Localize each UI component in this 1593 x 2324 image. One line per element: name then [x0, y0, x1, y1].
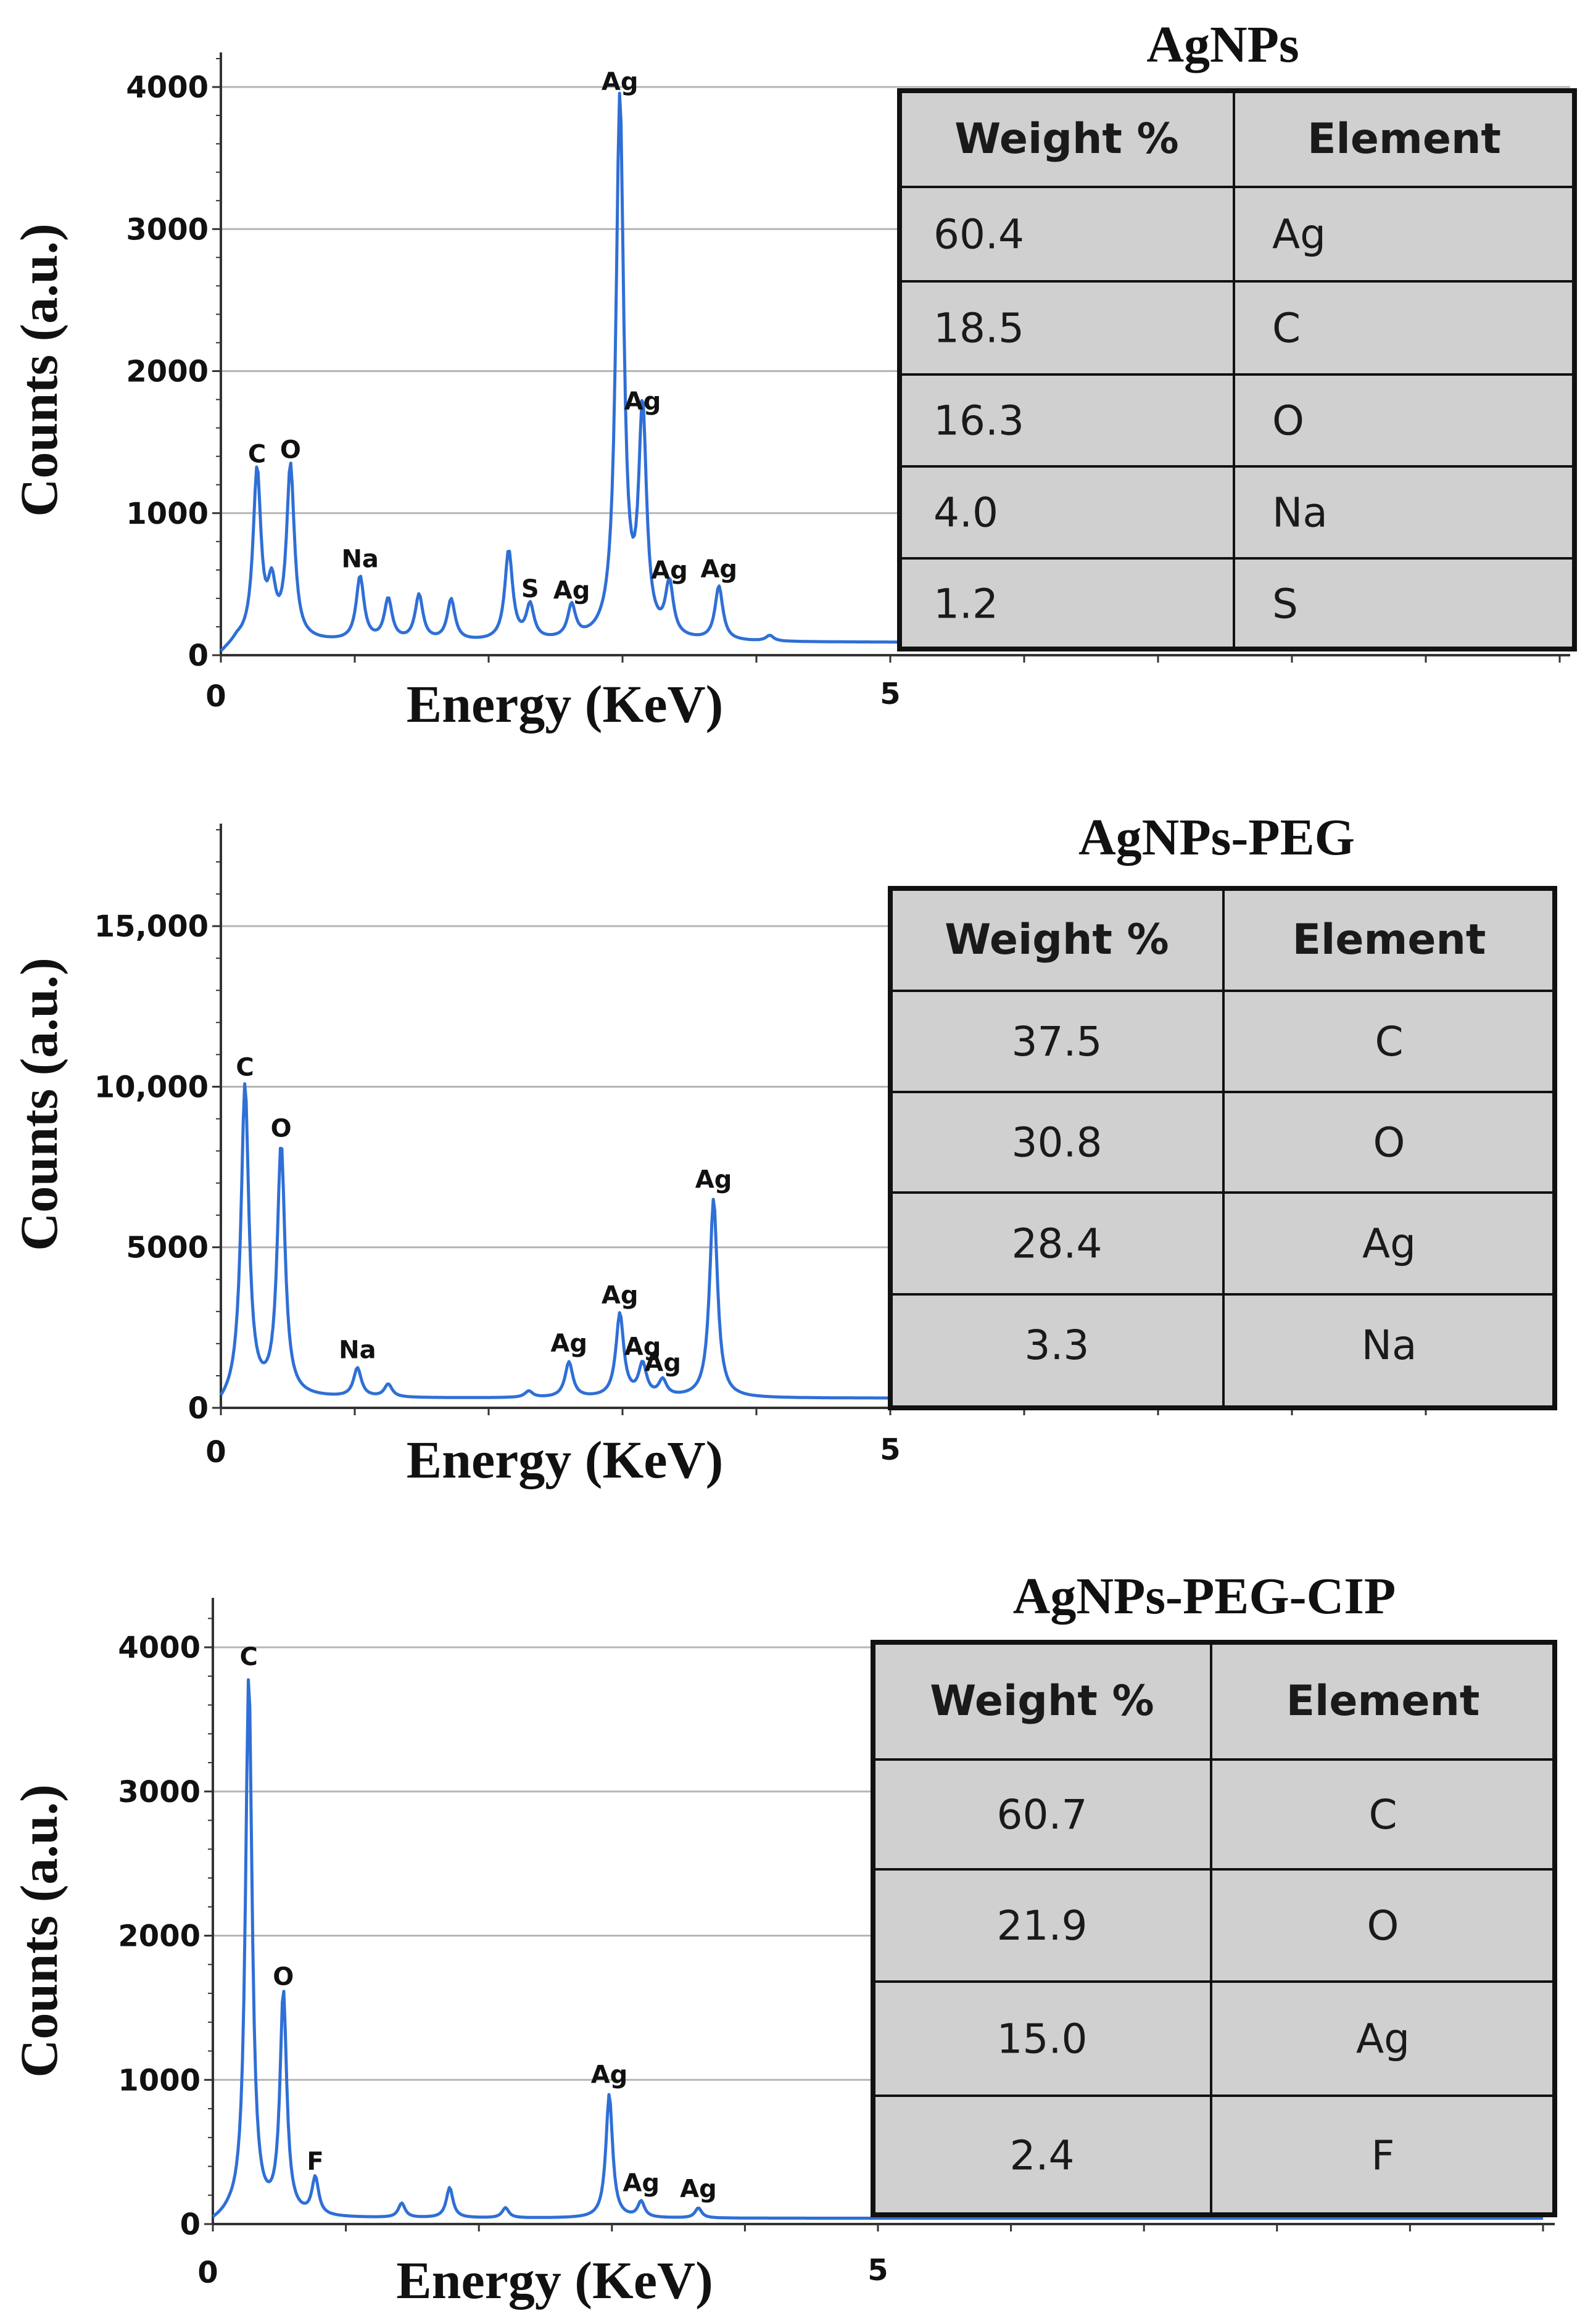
table-cell-element: Na	[1272, 489, 1328, 537]
peak-label: Ag	[602, 68, 639, 96]
y-tick-label: 2000	[126, 355, 209, 389]
table-header-element: Element	[1293, 916, 1486, 964]
table-cell-weight: 18.5	[933, 305, 1024, 352]
table-cell-element: Ag	[1356, 2016, 1410, 2063]
y-tick-label: 10,000	[94, 1070, 209, 1104]
y-axis-title: Counts (a.u.)	[9, 223, 68, 516]
table-border	[897, 88, 1577, 651]
composition-table: Weight % Element 37.5 C 30.8 O 28.4 Ag 3.3 Na	[888, 886, 1557, 1410]
y-tick-label: 3000	[126, 212, 209, 247]
y-axis-title: Counts (a.u.)	[9, 1784, 68, 2077]
x-axis-title: Energy (KeV)	[396, 2251, 713, 2310]
peak-label: C	[248, 440, 266, 468]
peak-label: Ag	[624, 1333, 661, 1361]
peak-label: C	[236, 1053, 254, 1081]
table-cell-element: F	[1372, 2132, 1395, 2180]
table-cell-element: C	[1272, 305, 1301, 352]
peak-label: Ag	[591, 2061, 628, 2090]
x-tick-label: 0	[205, 679, 226, 714]
peak-label: S	[521, 575, 539, 603]
y-tick-label: 1000	[126, 497, 209, 531]
x-axis-title: Energy (KeV)	[407, 1430, 723, 1489]
y-tick-label: 5000	[126, 1231, 209, 1265]
table-header-element: Element	[1286, 1677, 1480, 1726]
table-cell-element: Na	[1362, 1321, 1417, 1369]
y-tick-label: 0	[180, 2207, 201, 2242]
eds-panel-2: 0 5000 10,000 15,000 0 5 Energy (KeV) Counts (a…	[9, 809, 1557, 1489]
table-border	[871, 1640, 1557, 2217]
table-cell-weight: 4.0	[933, 489, 998, 537]
peak-label: Na	[339, 1336, 376, 1365]
peak-label: O	[280, 436, 301, 464]
table-cell-weight: 1.2	[933, 581, 998, 628]
table-header-weight: Weight %	[930, 1677, 1154, 1726]
table-cell-weight: 21.9	[997, 1902, 1088, 1950]
table-cell-weight: 2.4	[1010, 2132, 1075, 2180]
table-border	[888, 886, 1557, 1410]
peak-label: Ag	[623, 2169, 660, 2198]
peak-label: Ag	[680, 2175, 717, 2203]
y-axis-title: Counts (a.u.)	[9, 957, 68, 1251]
peak-label: Na	[341, 545, 378, 574]
table-cell-element: S	[1272, 581, 1298, 628]
table-header-element: Element	[1307, 115, 1501, 163]
table-background	[900, 91, 1574, 649]
eds-panel-3: 0 1000 2000 3000 4000 0 5 Energy (KeV) Counts (a…	[9, 1568, 1557, 2310]
peak-label: Ag	[550, 1329, 587, 1358]
table-cell-element: Ag	[1272, 211, 1326, 258]
peak-label: Ag	[553, 576, 590, 605]
table-cell-element: Ag	[1362, 1220, 1416, 1268]
peak-label: O	[271, 1114, 292, 1143]
table-cell-weight: 16.3	[933, 397, 1024, 445]
table-header-weight: Weight %	[945, 916, 1169, 964]
chart-title: AgNPs-PEG-CIP	[1013, 1568, 1396, 1625]
eds-spectrum-line	[212, 1678, 1544, 2220]
y-tick-label: 2000	[118, 1919, 201, 1954]
peak-label: C	[240, 1643, 258, 1671]
table-cell-weight: 37.5	[1012, 1018, 1103, 1065]
x-tick-label: 5	[880, 677, 900, 711]
table-cell-weight: 3.3	[1025, 1321, 1090, 1369]
table-cell-element: O	[1367, 1902, 1399, 1950]
table-cell-weight: 60.7	[997, 1791, 1088, 1838]
peak-label: O	[273, 1963, 294, 1991]
peak-label: F	[307, 2148, 323, 2176]
composition-table: Weight % Element 60.4 Ag 18.5 C 16.3 O 4.0 Na 1.2 S	[897, 88, 1577, 651]
table-cell-element: O	[1272, 397, 1304, 445]
table-cell-element: O	[1373, 1119, 1405, 1167]
peak-label: Ag	[695, 1166, 732, 1194]
y-tick-label: 1000	[118, 2063, 201, 2098]
peak-label: Ag	[602, 1281, 639, 1310]
chart-title: AgNPs	[1146, 16, 1299, 73]
table-cell-element: C	[1375, 1018, 1403, 1065]
x-tick-label: 0	[205, 1435, 226, 1470]
table-cell-weight: 28.4	[1012, 1220, 1103, 1268]
peak-label: Ag	[651, 556, 688, 585]
peak-label: Ag	[700, 555, 737, 584]
composition-table: Weight % Element 60.7 C 21.9 O 15.0 Ag 2.4 F	[871, 1640, 1557, 2217]
table-cell-weight: 30.8	[1012, 1119, 1103, 1167]
table-background	[873, 1642, 1555, 2215]
table-cell-weight: 60.4	[933, 211, 1024, 258]
x-tick-label: 5	[880, 1433, 900, 1467]
table-cell-element: C	[1368, 1791, 1397, 1838]
eds-panel-1: 0 1000 2000 3000 4000 0 5 Energy (KeV) Counts (a…	[9, 16, 1577, 734]
y-tick-label: 15,000	[94, 909, 209, 944]
table-cell-weight: 15.0	[997, 2016, 1088, 2063]
y-tick-label: 4000	[126, 70, 209, 105]
y-tick-label: 0	[188, 639, 209, 673]
chart-title: AgNPs-PEG	[1078, 809, 1355, 866]
x-axis-title: Energy (KeV)	[407, 674, 723, 734]
x-tick-label: 0	[197, 2256, 218, 2290]
x-tick-label: 5	[867, 2253, 888, 2288]
y-tick-label: 0	[188, 1391, 209, 1426]
peak-label: Ag	[624, 387, 661, 416]
peak-label: Ag	[644, 1349, 681, 1377]
table-header-weight: Weight %	[954, 115, 1178, 163]
y-tick-label: 4000	[118, 1631, 201, 1665]
y-tick-label: 3000	[118, 1775, 201, 1809]
